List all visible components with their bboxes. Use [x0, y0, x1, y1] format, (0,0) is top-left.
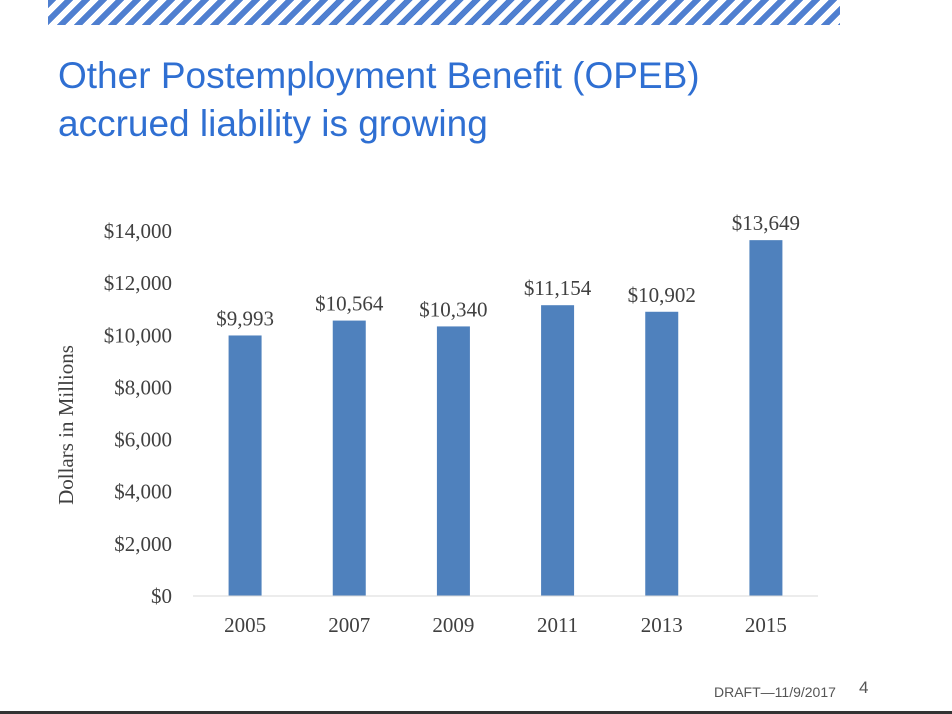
data-label-2009: $10,340 — [419, 297, 487, 321]
y-axis-tick-label: $2,000 — [114, 532, 172, 556]
draft-date-footer: DRAFT—11/9/2017 — [714, 684, 836, 700]
y-axis-tick-label: $14,000 — [104, 219, 172, 243]
bar-2015 — [749, 240, 783, 597]
x-axis-labels: 2005 2007 2009 2011 2013 2015 — [224, 613, 787, 637]
y-axis-ticks: $0 $2,000 $4,000 $6,000 $8,000 $10,000 $12,000… — [104, 219, 172, 608]
data-label-2005: $9,993 — [216, 306, 274, 330]
y-axis-tick-label: $0 — [151, 584, 172, 608]
bar-2013 — [645, 311, 679, 596]
bar-2007 — [332, 320, 366, 596]
y-axis-tick-label: $12,000 — [104, 271, 172, 295]
data-label-2013: $10,902 — [628, 283, 696, 307]
page-number: 4 — [859, 678, 869, 697]
y-axis-title: Dollars in Millions — [54, 345, 78, 505]
x-axis-label-2011: 2011 — [537, 613, 578, 637]
bar-2011 — [541, 305, 575, 596]
bar-2005 — [228, 335, 262, 596]
bar-2009 — [436, 326, 470, 596]
y-axis-tick-label: $10,000 — [104, 323, 172, 347]
y-axis-tick-label: $8,000 — [114, 375, 172, 399]
data-label-2015: $13,649 — [732, 211, 800, 235]
x-axis-label-2009: 2009 — [432, 613, 474, 637]
data-label-2011: $11,154 — [524, 276, 592, 300]
bottom-border-line — [0, 711, 952, 714]
decorative-striped-header-bar — [48, 0, 840, 25]
y-axis-tick-label: $4,000 — [114, 480, 172, 504]
bar-series — [228, 240, 783, 597]
x-axis-label-2007: 2007 — [328, 613, 370, 637]
y-axis-tick-label: $6,000 — [114, 428, 172, 452]
data-label-2007: $10,564 — [315, 292, 384, 316]
slide-title-line-1: Other Postemployment Benefit (OPEB) — [58, 55, 700, 96]
x-axis-label-2015: 2015 — [745, 613, 787, 637]
slide-title-line-2: accrued liability is growing — [58, 103, 488, 144]
slide-title: Other Postemployment Benefit (OPEB) accr… — [58, 52, 878, 148]
data-labels: $9,993 $10,564 $10,340 $11,154 $10,902 $13,64… — [216, 211, 800, 330]
x-axis-label-2013: 2013 — [641, 613, 683, 637]
x-axis-label-2005: 2005 — [224, 613, 266, 637]
